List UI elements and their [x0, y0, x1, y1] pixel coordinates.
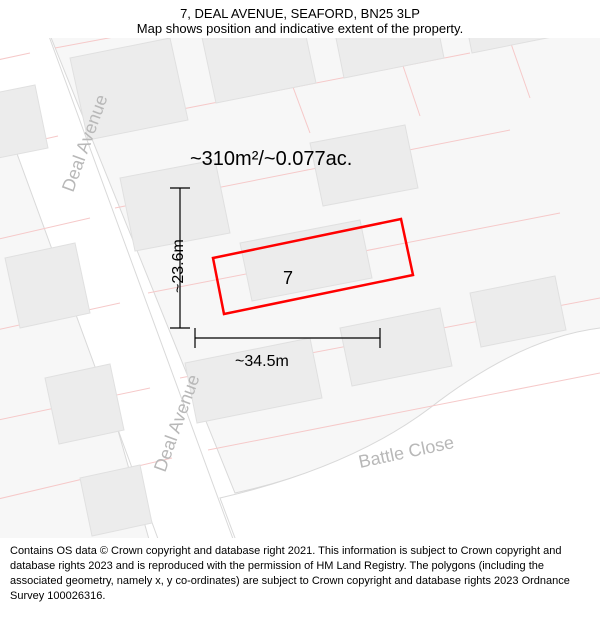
- property-number-label: 7: [283, 268, 293, 289]
- page-title: 7, DEAL AVENUE, SEAFORD, BN25 3LP: [10, 6, 590, 21]
- page-subtitle: Map shows position and indicative extent…: [10, 21, 590, 36]
- map-svg: Deal AvenueDeal AvenueBattle Close: [0, 38, 600, 538]
- footer-copyright: Contains OS data © Crown copyright and d…: [0, 538, 600, 609]
- header: 7, DEAL AVENUE, SEAFORD, BN25 3LP Map sh…: [0, 0, 600, 38]
- height-dimension-label: ~23.6m: [170, 239, 188, 293]
- area-label: ~310m²/~0.077ac.: [190, 148, 352, 171]
- map-container: Deal AvenueDeal AvenueBattle Close ~310m…: [0, 38, 600, 538]
- width-dimension-label: ~34.5m: [235, 353, 289, 371]
